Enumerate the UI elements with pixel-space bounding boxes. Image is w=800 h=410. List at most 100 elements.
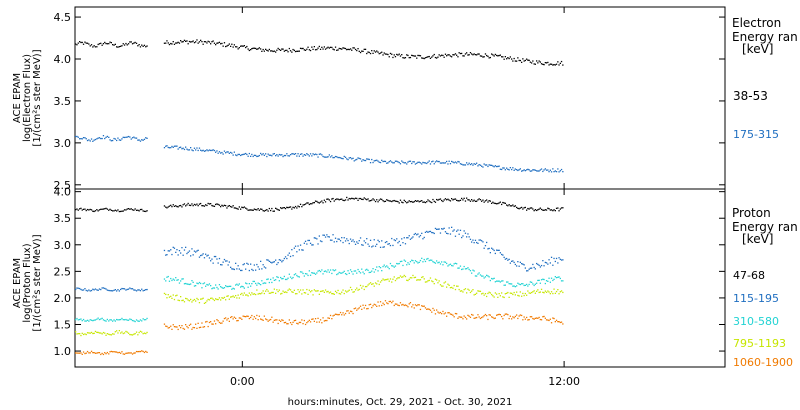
electron-series-1-point <box>391 161 393 163</box>
electron-series-0-point <box>211 41 213 43</box>
electron-series-0-point <box>432 55 434 57</box>
electron-series-0-point <box>487 55 489 57</box>
electron-series-0-point <box>543 64 545 66</box>
proton-series-0-point <box>446 199 448 201</box>
proton-series-2-point <box>171 279 173 282</box>
proton-series-0-point <box>361 198 363 200</box>
proton-series-4-point <box>266 319 268 321</box>
proton-series-2-point <box>223 287 226 289</box>
proton-series-1-point <box>77 287 79 289</box>
electron-series-0-point <box>205 41 207 43</box>
proton-series-0-point <box>313 202 315 204</box>
electron-series-1-point <box>486 164 488 166</box>
proton-series-1-point <box>299 244 302 246</box>
proton-series-4-point <box>126 352 128 354</box>
electron-series-1-point <box>188 149 191 151</box>
proton-series-2-point <box>378 266 380 268</box>
proton-series-2-point <box>284 278 287 281</box>
electron-series-1-point <box>309 153 312 155</box>
electron-series-1-point <box>518 169 520 171</box>
proton-series-2-point <box>308 270 310 272</box>
proton-series-2-point <box>232 287 234 289</box>
electron-series-0-point <box>236 46 238 48</box>
proton-series-1-point <box>281 261 283 263</box>
electron-series-0-point <box>493 55 495 57</box>
proton-series-0-point <box>316 200 318 203</box>
proton-series-4-point <box>270 318 272 321</box>
proton-series-3-point <box>272 291 274 294</box>
proton-series-2-point <box>417 262 419 264</box>
proton-series-4-point <box>559 321 561 324</box>
proton-series-0-point <box>454 198 457 200</box>
proton-series-4-point <box>357 308 359 310</box>
electron-series-0-point <box>223 42 226 44</box>
proton-series-3-point <box>281 292 283 295</box>
proton-series-0-point <box>188 204 191 206</box>
proton-series-2-point <box>96 318 98 320</box>
proton-series-1-point <box>349 238 352 240</box>
proton-series-4-point <box>403 304 405 307</box>
proton-series-4-point <box>307 320 309 323</box>
proton-series-0-point <box>235 207 237 209</box>
electron-series-0-point <box>472 54 474 56</box>
proton-series-4-point <box>540 319 543 321</box>
proton-series-2-point <box>441 261 443 263</box>
electron-series-1-point <box>139 140 142 142</box>
proton-series-0-point <box>433 200 435 202</box>
electron-ytick-label: 4.0 <box>54 53 72 66</box>
proton-series-3-point <box>253 293 255 295</box>
electron-series-1-point <box>514 168 516 170</box>
proton-series-2-point <box>80 318 82 320</box>
proton-series-4-point <box>409 302 412 304</box>
electron-series-1-point <box>293 153 295 155</box>
proton-series-4-point <box>554 321 556 323</box>
electron-series-1-point <box>296 155 298 157</box>
proton-series-1-point <box>198 256 201 258</box>
electron-series-0-point <box>402 57 404 59</box>
electron-series-0-point <box>414 55 417 57</box>
proton-series-4-point <box>421 305 423 307</box>
proton-series-3-point <box>94 330 97 333</box>
proton-series-3-point <box>486 295 488 298</box>
proton-series-0-point <box>145 210 147 213</box>
proton-series-1-point <box>553 257 555 260</box>
proton-series-0-point <box>96 209 98 211</box>
proton-series-0-point <box>536 209 538 212</box>
proton-series-3-point <box>318 293 320 295</box>
electron-series-1-point <box>562 171 564 173</box>
proton-series-0-point <box>374 200 377 203</box>
proton-legend-title-1: Proton <box>732 206 771 220</box>
proton-series-4-point <box>446 315 448 317</box>
electron-series-1-point <box>497 165 499 168</box>
proton-series-3-point <box>463 289 465 291</box>
electron-series-0-point <box>98 43 101 45</box>
electron-series-1-point <box>428 160 430 162</box>
proton-series-3-point <box>432 281 434 283</box>
proton-series-2-point <box>373 271 375 273</box>
proton-series-1-point <box>196 250 198 252</box>
proton-series-4-point <box>302 323 304 325</box>
proton-series-0-point <box>114 209 116 211</box>
proton-series-2-point <box>105 320 107 322</box>
proton-series-3-point <box>356 287 358 289</box>
proton-series-1-point <box>334 237 337 239</box>
electron-series-0-point <box>170 42 172 45</box>
proton-series-0-point <box>463 197 465 199</box>
proton-series-3-point <box>134 333 136 335</box>
electron-series-1-point <box>438 160 440 163</box>
electron-series-0-point <box>388 56 390 58</box>
proton-series-4-point <box>251 314 253 317</box>
electron-series-1-point <box>257 155 259 157</box>
proton-series-0-point <box>245 207 247 209</box>
electron-series-0-point <box>424 57 427 59</box>
proton-series-2-point <box>225 285 227 287</box>
proton-series-2-point <box>337 273 339 275</box>
proton-series-1-point <box>362 244 364 246</box>
proton-series-3-point <box>559 291 561 293</box>
proton-series-1-point <box>547 263 549 265</box>
proton-series-4-point <box>328 317 330 319</box>
proton-series-1-point <box>202 253 204 255</box>
proton-series-2-point <box>137 320 139 322</box>
proton-series-3-point <box>206 300 208 302</box>
proton-series-1-point <box>84 288 86 290</box>
